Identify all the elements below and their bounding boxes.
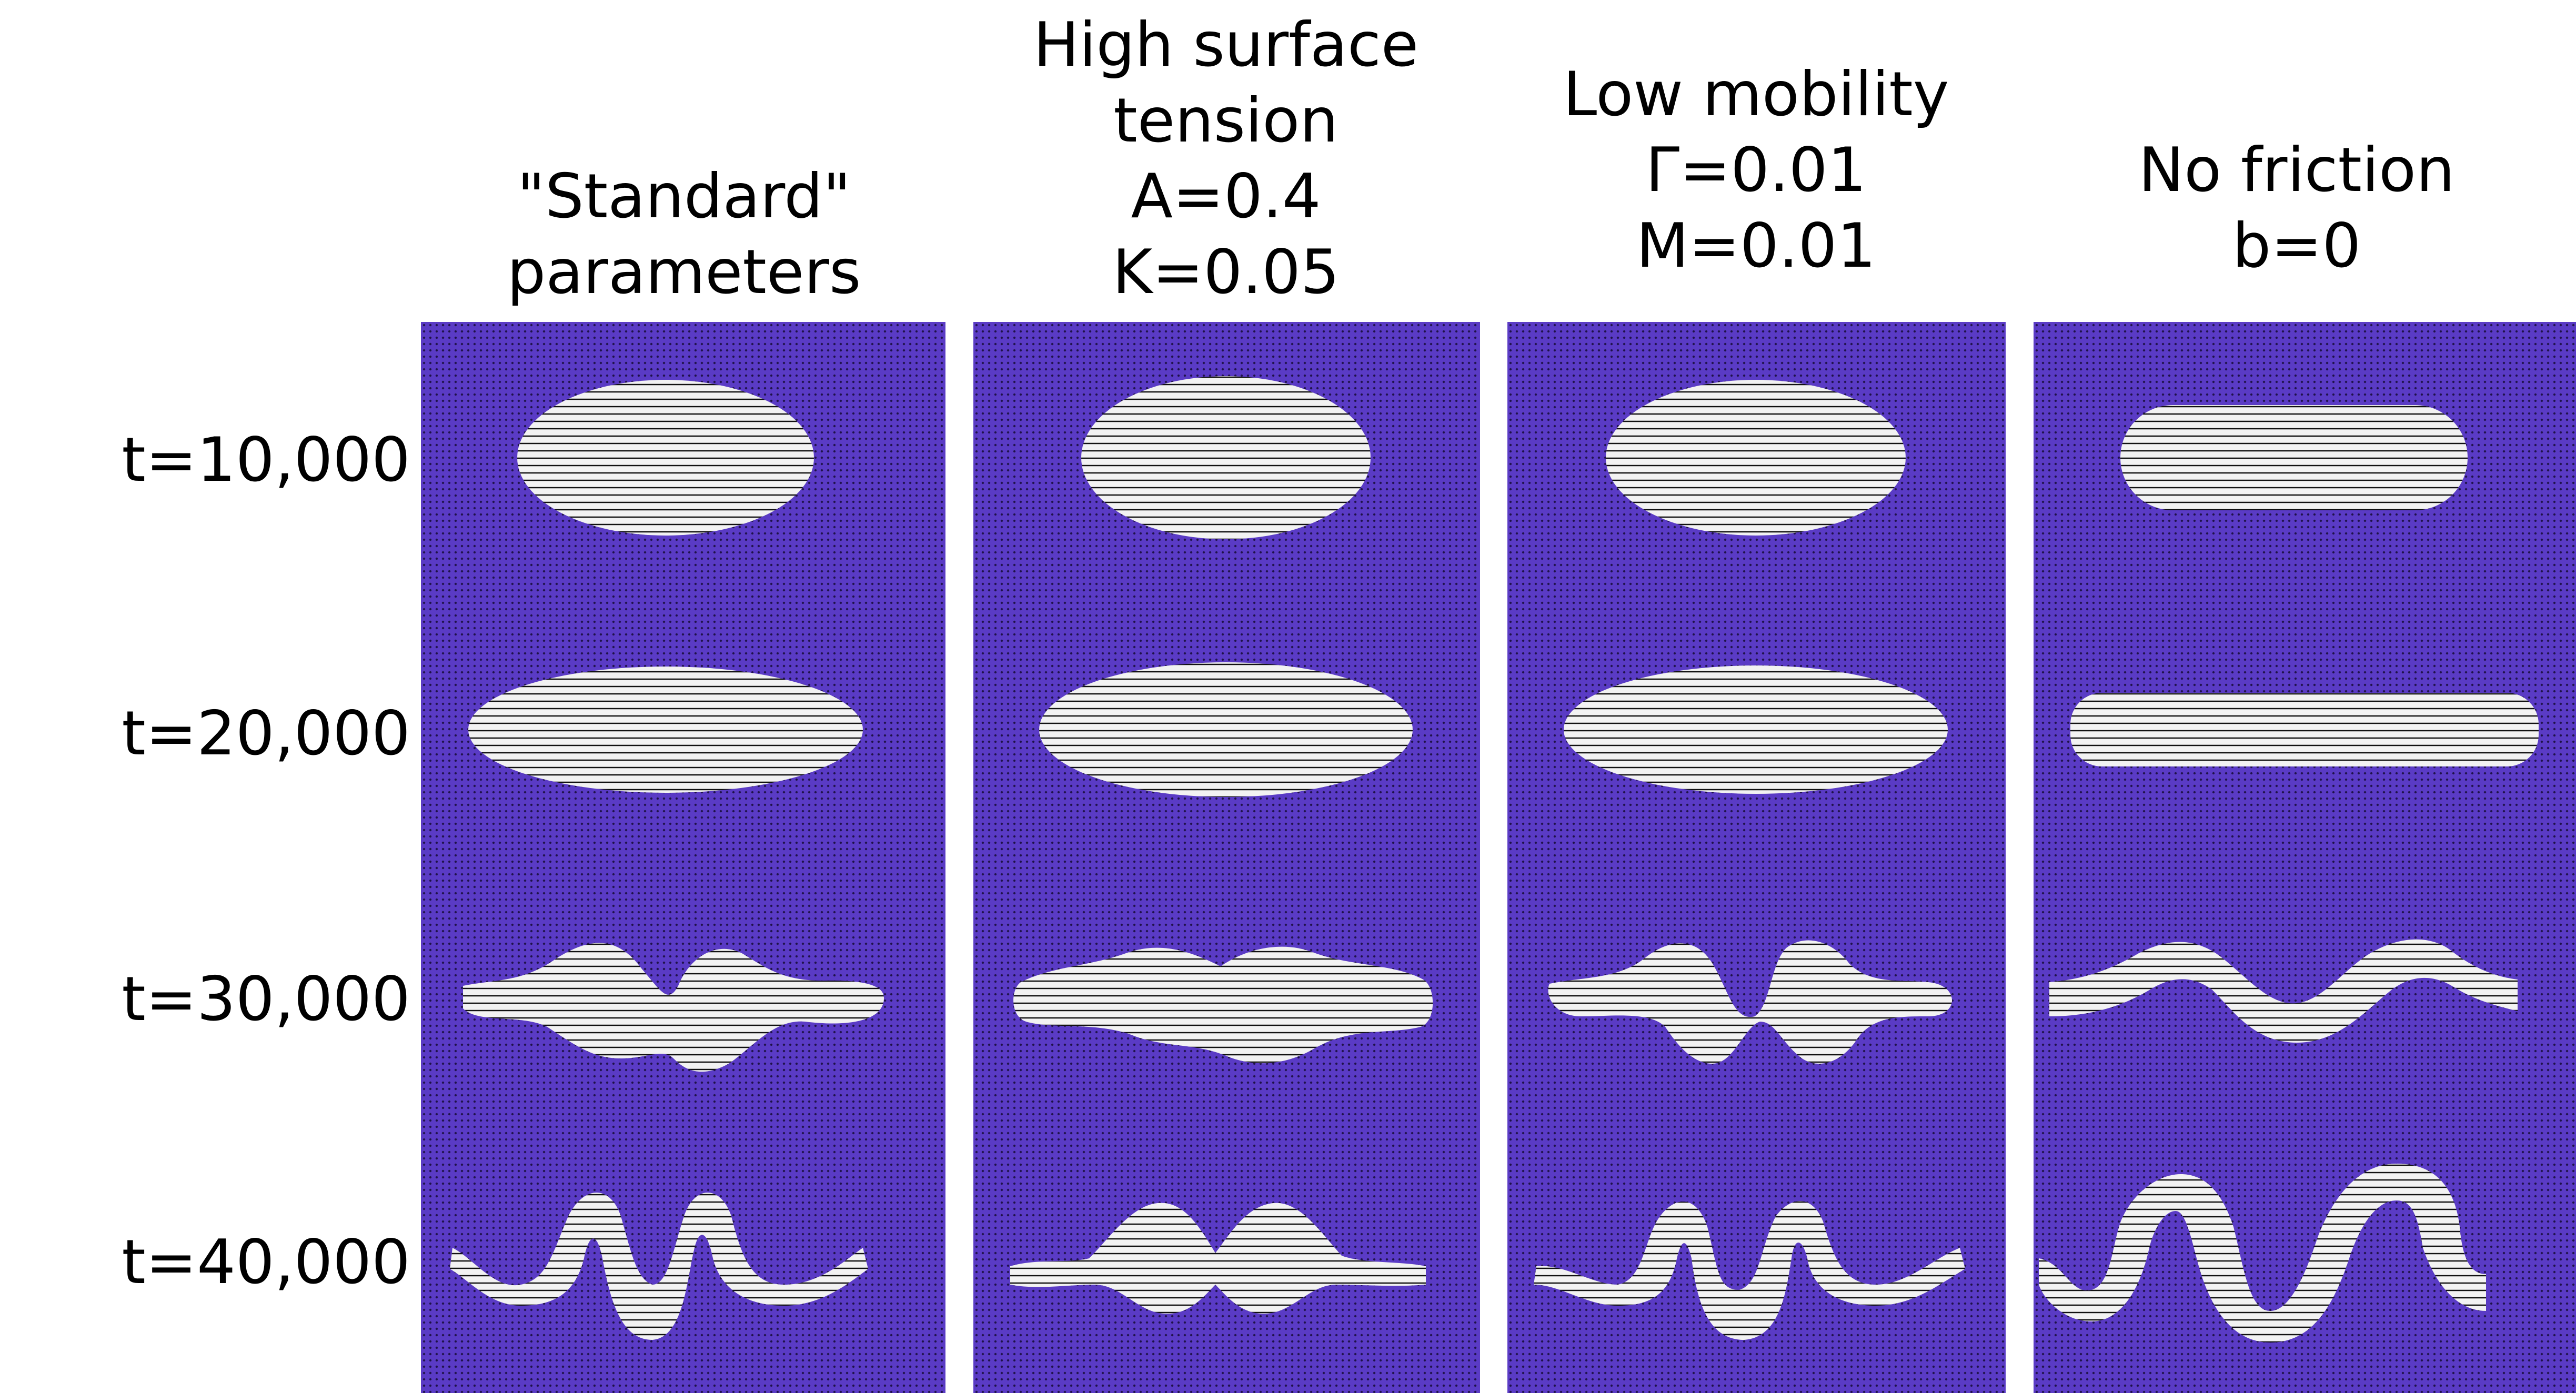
droplet-t10000 — [517, 380, 814, 536]
droplet-t40000 — [1534, 1201, 1965, 1340]
droplet-t40000 — [1010, 1203, 1426, 1314]
droplet-t20000 — [2070, 693, 2539, 766]
header-line: No friction — [2138, 135, 2455, 206]
header-line: Γ=0.01 — [1645, 135, 1867, 206]
panel-low-mobility — [1507, 322, 2006, 1393]
panel-low-mobility-drawing — [1534, 380, 1965, 1340]
header-line: High surface — [1033, 9, 1419, 80]
header-line: "Standard" — [517, 161, 851, 232]
header-line: parameters — [507, 237, 861, 308]
header-line: b=0 — [2232, 210, 2361, 281]
panel-no-friction — [2034, 322, 2576, 1393]
header-line: M=0.01 — [1636, 210, 1876, 281]
row-label-t40000: t=40,000 — [122, 1227, 410, 1298]
droplet-t30000 — [463, 943, 884, 1072]
droplet-t10000 — [2120, 405, 2468, 510]
header-line: K=0.05 — [1112, 237, 1340, 308]
column-header-standard: "Standard" parameters — [421, 0, 947, 316]
droplet-t30000 — [1548, 940, 1952, 1064]
panel-high-surface-tension — [973, 322, 1480, 1393]
header-line: A=0.4 — [1131, 161, 1321, 232]
header-line: Low mobility — [1563, 59, 1949, 130]
column-header-low-mobility: Low mobility Γ=0.01 M=0.01 — [1507, 0, 2005, 316]
row-label-t30000: t=30,000 — [122, 964, 410, 1035]
droplet-t30000 — [1013, 946, 1433, 1064]
droplet-t40000 — [2039, 1164, 2486, 1342]
droplet-t10000 — [1606, 380, 1906, 536]
panel-high-surface-tension-drawing — [1010, 376, 1433, 1314]
droplet-t20000 — [1564, 665, 1948, 794]
droplet-t20000 — [1039, 662, 1413, 797]
panel-standard — [421, 322, 945, 1393]
row-label-t20000: t=20,000 — [122, 698, 410, 769]
droplet-t10000 — [1081, 376, 1371, 539]
column-header-no-friction: No friction b=0 — [2034, 0, 2560, 316]
column-header-high-surface-tension: High surface tension A=0.4 K=0.05 — [973, 0, 1478, 316]
droplet-t30000 — [2049, 939, 2518, 1043]
row-label-t10000: t=10,000 — [122, 425, 410, 496]
header-line: tension — [1113, 85, 1339, 156]
droplet-t20000 — [468, 667, 863, 793]
panel-no-friction-drawing — [2039, 405, 2539, 1342]
droplet-t40000 — [450, 1193, 868, 1340]
panel-standard-drawing — [450, 380, 884, 1340]
